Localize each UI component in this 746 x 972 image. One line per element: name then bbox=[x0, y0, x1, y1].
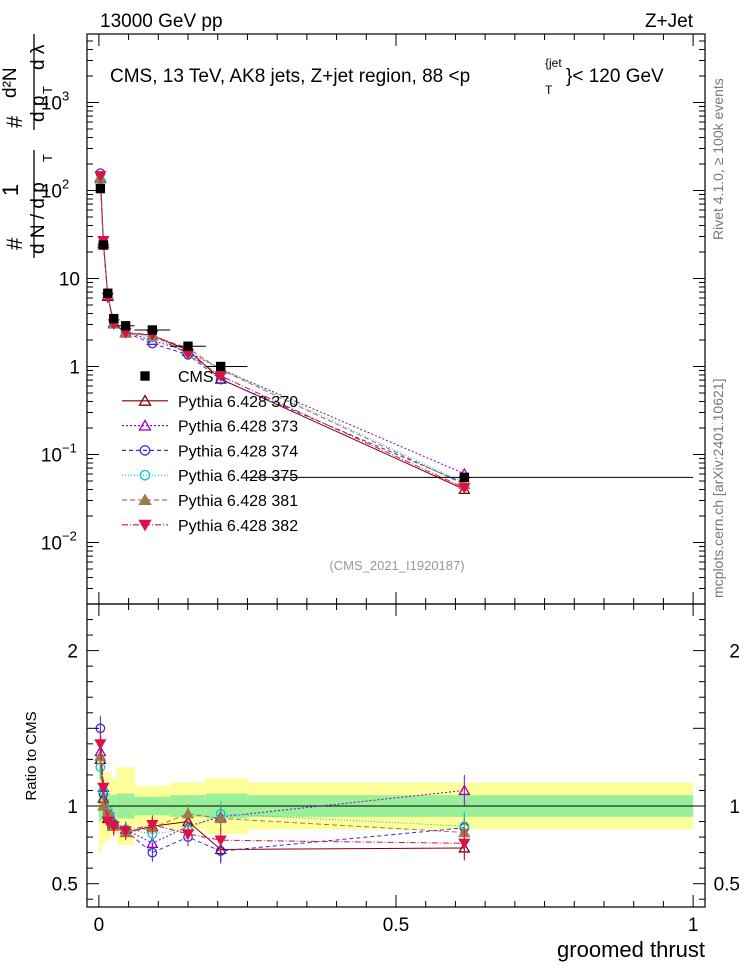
y-tick-label-exponent: −2 bbox=[62, 528, 77, 543]
x-tick-label: 0 bbox=[94, 915, 105, 936]
ratio-point bbox=[214, 835, 227, 847]
ratio-y-tick-label: 1 bbox=[67, 797, 78, 818]
mcplots-label: mcplots.cern.ch [arXiv:2401.10621] bbox=[710, 379, 726, 598]
y-tick-label: 10 bbox=[59, 269, 80, 290]
legend-marker bbox=[138, 419, 152, 431]
ratio-point bbox=[97, 782, 110, 794]
y-tick-label: 10 bbox=[41, 93, 62, 114]
y-tick-label: 10 bbox=[41, 181, 62, 202]
title-superscript: {jet bbox=[545, 56, 562, 70]
y-tick-label-exponent: −1 bbox=[62, 440, 77, 455]
analysis-watermark: (CMS_2021_I1920187) bbox=[329, 558, 464, 573]
ratio-point bbox=[107, 821, 120, 833]
series-point bbox=[94, 171, 107, 182]
ratio-y-tick-label-right: 2 bbox=[729, 642, 740, 663]
ratio-y-tick-label: 2 bbox=[67, 642, 78, 663]
legend-label: Pythia 6.428 381 bbox=[178, 493, 298, 510]
ratio-point bbox=[146, 819, 159, 831]
header-process: 13000 GeV pp bbox=[100, 11, 223, 32]
x-tick-label: 0.5 bbox=[383, 915, 409, 936]
legend-label: Pythia 6.428 375 bbox=[178, 468, 298, 485]
y-title-hash-left: # bbox=[2, 237, 27, 250]
y-title-den-left: d N / d p bbox=[28, 182, 49, 254]
data-point bbox=[98, 240, 109, 250]
legend-label: Pythia 6.428 370 bbox=[178, 394, 298, 411]
ratio-point bbox=[458, 784, 471, 796]
data-point bbox=[216, 361, 226, 372]
y-tick-label: 10 bbox=[41, 533, 62, 554]
ratio-point bbox=[119, 826, 132, 837]
ratio-point bbox=[94, 739, 107, 750]
series-line bbox=[99, 175, 465, 489]
ratio-series-line bbox=[99, 743, 465, 844]
ratio-point bbox=[181, 829, 195, 841]
y-tick-label: 10 bbox=[41, 445, 62, 466]
title-tail: }< 120 GeV bbox=[566, 66, 664, 87]
legend-label: Pythia 6.428 374 bbox=[178, 443, 298, 460]
y-axis-title: # # 1 d N / d p T d²N d p T d λ bbox=[0, 34, 55, 258]
ratio-uncertainty-bands bbox=[87, 759, 694, 853]
title-main: CMS, 13 TeV, AK8 jets, Z+jet region, 88 … bbox=[110, 66, 470, 87]
y-title-hash-right: # bbox=[2, 115, 27, 128]
y-title-den-right-sub: T bbox=[40, 86, 55, 94]
data-point bbox=[147, 325, 158, 335]
legend-marker bbox=[138, 493, 152, 506]
data-point bbox=[459, 472, 470, 483]
ratio-point bbox=[147, 847, 158, 858]
legend-marker-data bbox=[140, 371, 150, 381]
data-point bbox=[95, 183, 106, 194]
ratio-point bbox=[97, 799, 110, 811]
ratio-point bbox=[458, 838, 471, 850]
ratio-series-line bbox=[99, 767, 465, 835]
ratio-y-tick-label: 0.5 bbox=[52, 875, 78, 896]
legend-label: Pythia 6.428 382 bbox=[178, 518, 298, 535]
ratio-y-axis-label: Ratio to CMS bbox=[23, 711, 40, 800]
title-subscript: T bbox=[545, 83, 553, 97]
data-point bbox=[120, 321, 131, 331]
x-tick-label: 1 bbox=[688, 915, 699, 936]
data-point bbox=[183, 341, 193, 351]
header-channel: Z+Jet bbox=[645, 11, 694, 32]
legend: CMS Pythia 6.428 370 Pythia 6.428 373 Pythi… bbox=[122, 369, 298, 535]
y-tick-label: 1 bbox=[69, 357, 80, 378]
series-point bbox=[214, 372, 227, 384]
data-point bbox=[109, 313, 119, 324]
legend-label-data: CMS bbox=[178, 369, 214, 386]
series-point bbox=[458, 483, 471, 494]
legend-label: Pythia 6.428 373 bbox=[178, 419, 298, 436]
y-title-den-right-tail: d λ bbox=[28, 44, 49, 70]
y-tick-label-exponent: 2 bbox=[62, 176, 69, 191]
x-axis-label: groomed thrust bbox=[557, 937, 705, 962]
y-tick-label-exponent: 3 bbox=[62, 88, 69, 103]
ratio-y-tick-label-right: 0.5 bbox=[714, 875, 740, 896]
y-title-den-left-sub: T bbox=[40, 154, 55, 162]
data-point bbox=[103, 288, 113, 298]
legend-marker bbox=[138, 394, 152, 406]
y-title-den-right: d p bbox=[28, 96, 49, 122]
ratio-point bbox=[181, 807, 195, 819]
legend-marker bbox=[139, 469, 151, 481]
rivet-label: Rivet 4.1.0, ≥ 100k events bbox=[710, 78, 726, 240]
legend-marker bbox=[138, 519, 152, 532]
plot-title: CMS, 13 TeV, AK8 jets, Z+jet region, 88 … bbox=[110, 56, 664, 97]
y-title-num-right: d²N bbox=[0, 67, 21, 98]
legend-marker bbox=[139, 445, 151, 456]
ratio-plot-marks bbox=[94, 715, 471, 864]
ratio-y-tick-label-right: 1 bbox=[729, 797, 740, 818]
ratio-point bbox=[214, 812, 227, 824]
ratio-plot-frame bbox=[86, 603, 706, 908]
series-point bbox=[214, 371, 227, 383]
y-title-num-left: 1 bbox=[0, 184, 23, 196]
main-plot-marks bbox=[94, 168, 694, 495]
